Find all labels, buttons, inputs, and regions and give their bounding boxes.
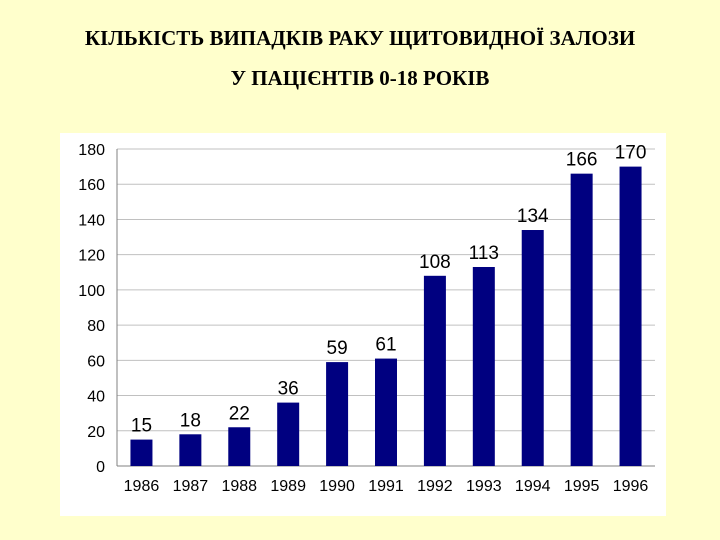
x-tick-label-1990: 1990 [319,478,355,495]
bar-1987 [179,434,202,466]
data-label-1996: 170 [615,143,647,164]
x-tick-label-1995: 1995 [564,478,600,495]
labels: 0 20 40 60 80 100 120 140 160 180 15 1986 18 1987 22 19… [78,142,648,495]
x-tick-label-1988: 1988 [221,478,257,495]
x-tick-label-1994: 1994 [515,478,551,495]
y-tick-label: 0 [96,459,105,476]
y-tick-label: 120 [78,248,105,265]
bar-1994 [521,230,544,466]
x-tick-label-1987: 1987 [173,478,209,495]
data-label-1986: 15 [131,416,152,437]
x-tick-label-1993: 1993 [466,478,502,495]
y-tick-label: 180 [78,142,105,159]
data-label-1992: 108 [419,252,451,273]
x-tick-label-1991: 1991 [368,478,404,495]
y-tick-label: 140 [78,212,105,229]
x-tick-label-1992: 1992 [417,478,453,495]
data-label-1994: 134 [517,206,549,227]
data-label-1987: 18 [180,410,201,431]
data-label-1988: 22 [229,403,250,424]
bar-1992 [423,275,446,466]
gridlines [117,148,655,432]
y-tick-label: 40 [87,389,105,406]
y-tick-label: 80 [87,318,105,335]
data-label-1990: 59 [327,338,348,359]
slide-title-line-1: КІЛЬКІСТЬ ВИПАДКІВ РАКУ ЩИТОВИДНОЇ ЗАЛОЗ… [84,26,636,50]
y-tick-label: 60 [87,353,105,370]
y-tick-label: 100 [78,283,105,300]
bars [130,166,642,466]
bar-1996 [619,166,642,466]
x-tick-label-1986: 1986 [124,478,160,495]
data-label-1993: 113 [469,243,499,264]
bar-1993 [472,266,495,466]
bar-1989 [277,402,300,466]
bar-1988 [228,427,251,466]
slide-title-line-2: У ПАЦІЄНТІВ 0-18 РОКІВ [230,66,490,90]
bar-1991 [375,358,397,466]
bar-1986 [130,439,153,466]
x-tick-label-1989: 1989 [270,478,306,495]
y-tick-label: 20 [87,424,105,441]
bar-1995 [570,173,593,466]
x-tick-label-1996: 1996 [613,478,649,495]
bar-1990 [326,362,349,466]
data-label-1995: 166 [566,150,598,171]
bar-chart: 0 20 40 60 80 100 120 140 160 180 15 1986 18 1987 22 19… [78,142,655,495]
y-tick-label: 160 [78,177,105,194]
data-label-1989: 36 [278,379,299,400]
chart-panel: 0 20 40 60 80 100 120 140 160 180 15 1986 18 1987 22 19… [60,133,666,516]
data-label-1991: 61 [375,335,396,356]
